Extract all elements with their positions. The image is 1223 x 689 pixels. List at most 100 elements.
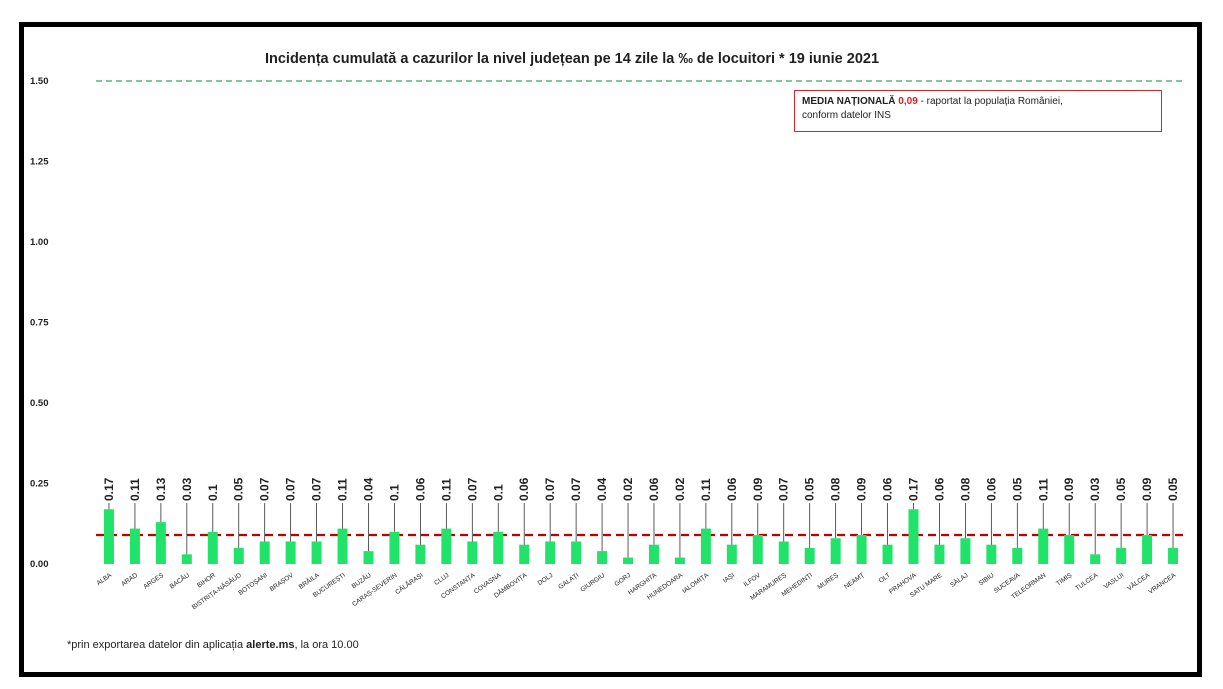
x-axis-ticks: ALBA ARAD ARGEȘ BACĂU BIHORBISTRIȚA-NĂSĂUDBO… [95,570,1177,611]
bar [1090,554,1101,564]
data-label: 0.1 [491,484,505,501]
x-tick-label: SIBIU [978,572,996,588]
chart-frame: Incidența cumulată a cazurilor la nivel … [19,22,1202,677]
x-tick-label: NEAMȚ [843,572,866,591]
bar [623,557,634,564]
y-axis-ticks: 0.00 0.25 0.50 0.75 1.00 1.25 1.50 [30,76,49,570]
footnote-prefix: *prin exportarea datelor din aplicația [67,639,247,651]
bar [648,544,659,564]
bar [804,547,815,564]
data-label: 0.03 [180,477,194,501]
bar [1116,547,1127,564]
x-tick-label: GIURGIU [579,572,606,594]
data-label: 0.06 [881,477,895,501]
legend-description: - raportat la populația României, [917,96,1063,107]
bar [467,541,478,564]
bar [103,509,114,564]
x-tick-label: GORJ [613,572,632,588]
y-tick-label: 1.25 [30,157,49,168]
data-label: 0.11 [1036,478,1050,501]
x-tick-label: ARAD [120,572,139,588]
x-tick-label: OLT [878,572,892,585]
legend-average-value: 0,09 [898,96,918,107]
data-label: 0.09 [1140,477,1154,501]
x-tick-label: MUREȘ [817,572,841,592]
bar [1168,547,1179,564]
data-label: 0.07 [284,477,298,501]
data-label: 0.1 [206,484,220,501]
data-label: 0.02 [621,477,635,501]
national-average-legend: MEDIA NAȚIONALĂ 0,09 - raportat la popul… [794,90,1162,132]
x-tick-label: CARAȘ-SEVERIN [351,572,399,608]
bar [726,544,737,564]
x-tick-label: BACĂU [167,570,191,590]
data-label: 0.07 [777,477,791,501]
data-label: 0.17 [907,477,921,501]
data-label: 0.09 [1062,477,1076,501]
bar [181,554,192,564]
bar [233,547,244,564]
bar [908,509,919,564]
bar [778,541,789,564]
data-label: 0.04 [595,477,609,501]
bar [1012,547,1023,564]
y-tick-label: 1.00 [30,237,49,248]
data-label: 0.07 [569,477,583,501]
bar [545,541,556,564]
bar [285,541,296,564]
x-tick-label: TULCEA [1074,572,1100,593]
bar [519,544,530,564]
x-tick-label: GALAȚI [557,572,580,591]
data-label: 0.05 [1166,477,1180,501]
data-label: 0.05 [1114,477,1128,501]
data-label: 0.06 [932,477,946,501]
x-tick-label: IAȘI [722,572,736,585]
bar [311,541,322,564]
x-tick-label: VASLUI [1103,572,1126,591]
bar [389,531,400,564]
bar [1142,535,1153,564]
bar [337,528,348,564]
x-tick-label: TIMIȘ [1055,572,1074,588]
bar [597,551,608,564]
bar [986,544,997,564]
bar [856,535,867,564]
data-labels: 0.17 0.11 0.13 0.03 0.1 0.05 0.07 0.07 0.07 0.11 0… [102,477,1180,501]
bar [700,528,711,564]
bar [155,522,166,564]
bar [1064,535,1075,564]
data-label: 0.06 [725,477,739,501]
data-label: 0.11 [128,478,142,501]
footnote-suffix: , la ora 10.00 [294,639,359,651]
bar [415,544,426,564]
data-label: 0.06 [413,477,427,501]
x-tick-label: BISTRIȚA-NĂSĂUD [190,570,243,611]
y-tick-label: 1.50 [30,76,49,87]
data-label: 0.08 [829,477,843,501]
x-tick-label: CĂLĂRAȘI [393,570,425,596]
x-tick-label: VRANCEA [1147,572,1177,596]
x-tick-label: ILFOV [743,572,763,589]
data-label: 0.05 [232,477,246,501]
data-label: 0.17 [102,477,116,501]
x-tick-label: BOTOȘANI [237,572,269,597]
x-tick-label: CLUJ [433,572,450,587]
y-tick-label: 0.00 [30,559,49,570]
data-label: 0.1 [387,484,401,501]
chart-svg: Incidența cumulată a cazurilor la nivel … [30,51,1186,611]
bar [674,557,685,564]
data-label: 0.06 [517,477,531,501]
data-label: 0.11 [699,478,713,501]
bar [363,551,374,564]
y-tick-label: 0.75 [30,318,49,329]
data-label: 0.08 [958,477,972,501]
x-tick-label: BRĂILA [297,570,322,591]
data-label: 0.06 [647,477,661,501]
bar [1038,528,1049,564]
y-tick-label: 0.50 [30,398,49,409]
data-label: 0.02 [673,477,687,501]
bar [571,541,582,564]
data-label: 0.07 [465,477,479,501]
bar [259,541,270,564]
y-tick-label: 0.25 [30,479,49,490]
